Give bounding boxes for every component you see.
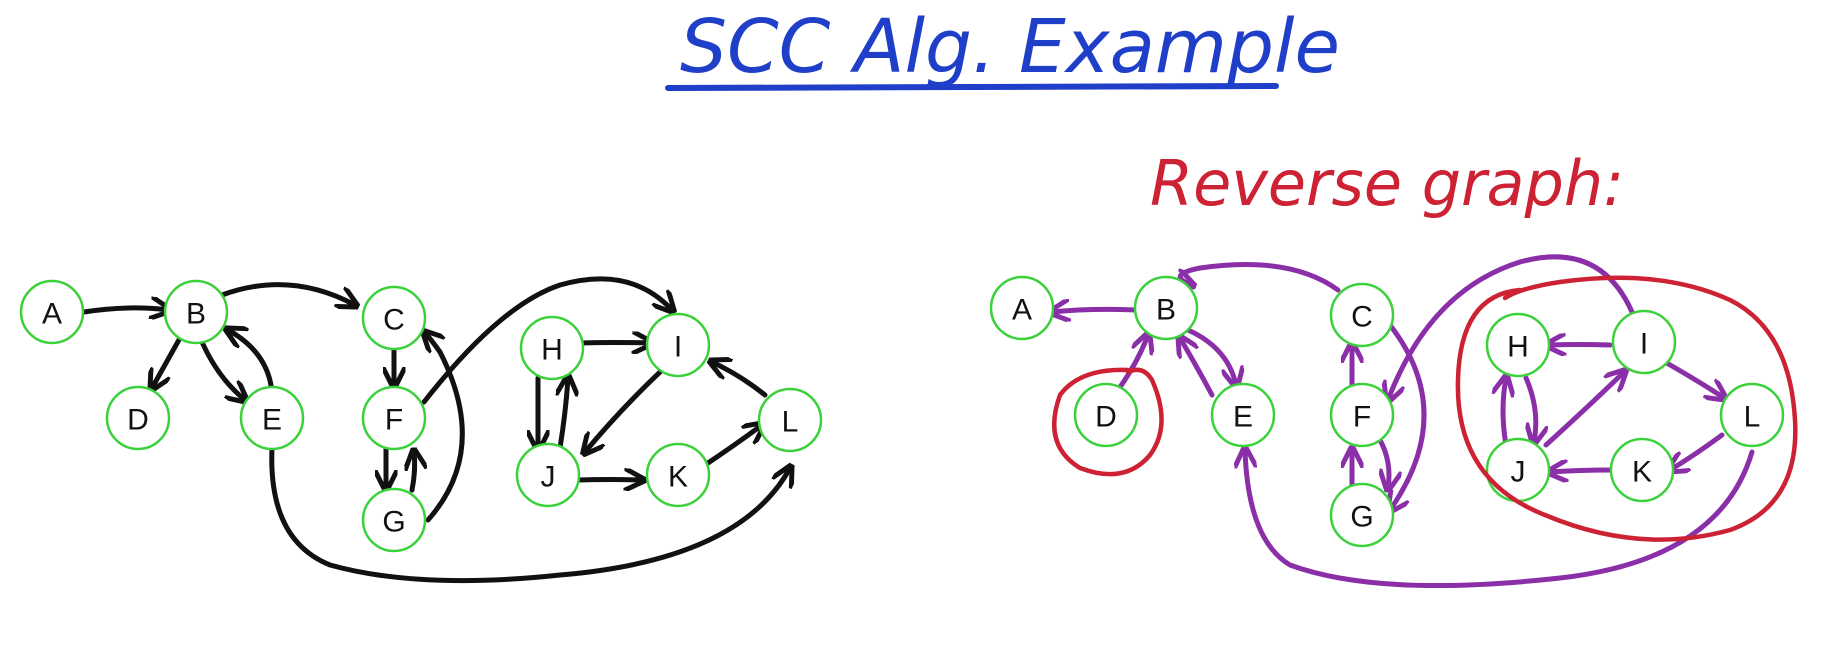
edge-a-b [81,308,168,312]
redge-c-g [1383,317,1427,510]
title-underline [665,83,1279,91]
redge-e-b [1180,338,1215,398]
rnode-i: I [1611,309,1677,375]
node-k: K [645,442,711,508]
node-a: A [19,279,85,345]
rnode-e: E [1210,382,1276,448]
rnode-d: D [1073,382,1139,448]
rnode-b: B [1133,275,1199,341]
node-l: L [757,387,823,453]
redge-k-j [1550,470,1613,472]
reverse-graph-nodes: A B C D E F G H I J K L [989,275,1785,548]
rnode-i-label: I [1640,328,1648,361]
node-j: J [515,442,581,508]
node-d-label: D [127,404,149,437]
edge-g-c [425,333,465,523]
node-e-label: E [262,404,282,437]
original-graph-edges [81,276,790,584]
node-l-label: L [782,406,799,439]
rnode-j: J [1485,437,1551,503]
rnode-l: L [1719,382,1785,448]
node-g-label: G [382,506,405,539]
node-f-label: F [385,404,403,437]
node-h-label: H [541,334,563,367]
redge-j-h [1503,378,1506,448]
redge-b-e [1185,327,1236,385]
node-h: H [519,315,585,381]
rnode-l-label: L [1744,401,1761,434]
scc-loop-d [1051,367,1164,477]
edge-b-c [219,282,355,305]
node-c: C [361,285,427,351]
node-c-label: C [383,304,405,337]
redge-i-h [1548,345,1613,346]
rnode-c-label: C [1351,301,1373,334]
node-i: I [645,312,711,378]
node-b-label: B [186,298,206,331]
edge-k-l [702,425,762,468]
scc-loops [1051,275,1798,542]
node-j-label: J [541,461,556,494]
rnode-e-label: E [1233,401,1253,434]
node-i-label: I [674,331,682,364]
reverse-graph-heading: Reverse graph: [1150,147,1624,220]
rnode-h-label: H [1507,331,1529,364]
node-a-label: A [42,298,62,331]
rnode-f: F [1329,382,1395,448]
edge-i-j [585,369,663,452]
edge-g-f [412,452,415,493]
rnode-b-label: B [1156,294,1176,327]
node-k-label: K [668,461,688,494]
page-title: SCC Alg. Example [680,4,1340,90]
scc-loop-hijkl [1455,275,1798,542]
original-graph-nodes: A B C D E F G H I J K L [19,279,823,553]
node-f: F [361,385,427,451]
edge-f-i [421,276,672,405]
redge-i-l [1662,359,1724,398]
node-d: D [105,385,171,451]
rnode-a: A [989,275,1055,341]
redge-f-g [1380,437,1389,488]
edge-b-e [199,339,245,400]
rnode-a-label: A [1012,294,1032,327]
rnode-g-label: G [1350,501,1373,534]
rnode-f-label: F [1353,401,1371,434]
rnode-k-label: K [1632,456,1652,489]
redge-j-i [1543,372,1624,448]
rnode-g: G [1329,482,1395,548]
rnode-c: C [1329,282,1395,348]
node-g: G [361,487,427,553]
rnode-d-label: D [1095,401,1117,434]
rnode-h: H [1485,312,1551,378]
edge-e-b [228,330,275,395]
edge-h-i [577,343,650,344]
edge-b-d [152,335,183,388]
redge-d-b [1115,335,1148,393]
edge-j-k [575,480,642,481]
rnode-k: K [1609,437,1675,503]
rnode-j-label: J [1511,456,1526,489]
redge-l-e [1245,450,1755,589]
redge-i-f [1388,254,1635,400]
node-e: E [239,385,305,451]
redge-h-j [1523,375,1536,442]
edge-j-h [560,378,568,451]
redge-b-a [1052,309,1139,312]
edge-l-i [712,362,768,398]
redge-l-k [1670,432,1725,470]
redge-c-b [1180,262,1341,293]
edge-e-l [269,445,790,584]
node-b: B [163,279,229,345]
